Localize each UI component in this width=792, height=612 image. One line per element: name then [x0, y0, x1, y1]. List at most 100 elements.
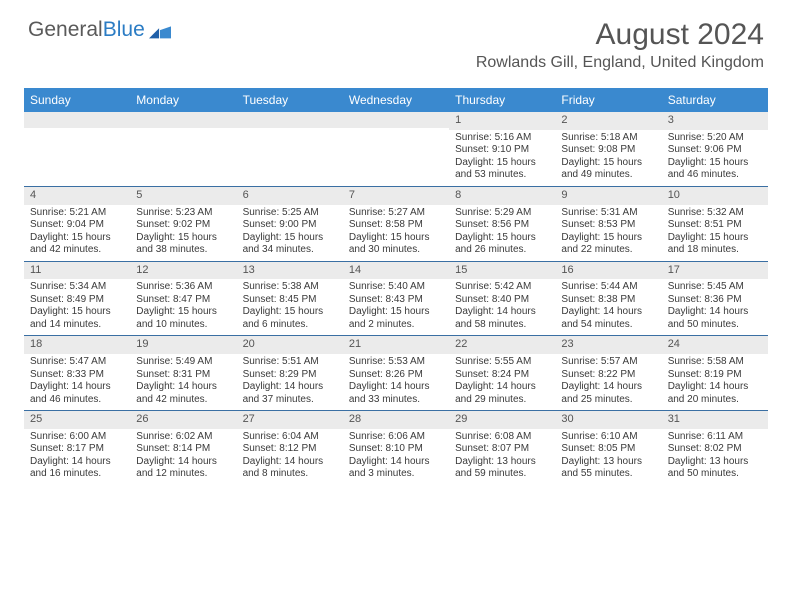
day-ss: Sunset: 8:24 PM [455, 369, 549, 382]
day-ss: Sunset: 8:49 PM [30, 294, 124, 307]
day-number: 1 [449, 112, 555, 130]
day-number: 11 [24, 262, 130, 280]
day-ss: Sunset: 9:02 PM [136, 219, 230, 232]
logo: GeneralBlue [28, 18, 171, 42]
dow-monday: Monday [130, 88, 236, 112]
day-cell: 28Sunrise: 6:06 AMSunset: 8:10 PMDayligh… [343, 411, 449, 485]
day-sr: Sunrise: 5:58 AM [668, 356, 762, 369]
day-body [130, 128, 236, 134]
day-dl1: Daylight: 15 hours [561, 232, 655, 245]
day-sr: Sunrise: 5:42 AM [455, 281, 549, 294]
title-block: August 2024 Rowlands Gill, England, Unit… [476, 18, 764, 72]
day-body: Sunrise: 5:18 AMSunset: 9:08 PMDaylight:… [555, 130, 661, 186]
day-number: 23 [555, 336, 661, 354]
day-sr: Sunrise: 6:10 AM [561, 431, 655, 444]
day-dl2: and 2 minutes. [349, 319, 443, 332]
day-sr: Sunrise: 6:11 AM [668, 431, 762, 444]
logo-word1: General [28, 18, 103, 41]
day-body: Sunrise: 5:27 AMSunset: 8:58 PMDaylight:… [343, 205, 449, 261]
day-cell: 19Sunrise: 5:49 AMSunset: 8:31 PMDayligh… [130, 336, 236, 410]
day-dl2: and 3 minutes. [349, 468, 443, 481]
day-body: Sunrise: 6:08 AMSunset: 8:07 PMDaylight:… [449, 429, 555, 485]
day-dl2: and 49 minutes. [561, 169, 655, 182]
day-cell: 29Sunrise: 6:08 AMSunset: 8:07 PMDayligh… [449, 411, 555, 485]
day-dl1: Daylight: 15 hours [668, 232, 762, 245]
day-cell: 11Sunrise: 5:34 AMSunset: 8:49 PMDayligh… [24, 262, 130, 336]
week-row: 25Sunrise: 6:00 AMSunset: 8:17 PMDayligh… [24, 411, 768, 485]
day-ss: Sunset: 9:10 PM [455, 144, 549, 157]
day-body: Sunrise: 5:51 AMSunset: 8:29 PMDaylight:… [237, 354, 343, 410]
day-dl1: Daylight: 14 hours [243, 456, 337, 469]
day-cell: 13Sunrise: 5:38 AMSunset: 8:45 PMDayligh… [237, 262, 343, 336]
day-dl1: Daylight: 13 hours [455, 456, 549, 469]
day-sr: Sunrise: 5:36 AM [136, 281, 230, 294]
day-number: 18 [24, 336, 130, 354]
day-body: Sunrise: 5:16 AMSunset: 9:10 PMDaylight:… [449, 130, 555, 186]
day-ss: Sunset: 8:36 PM [668, 294, 762, 307]
day-ss: Sunset: 8:53 PM [561, 219, 655, 232]
day-ss: Sunset: 8:14 PM [136, 443, 230, 456]
day-sr: Sunrise: 5:44 AM [561, 281, 655, 294]
day-dl1: Daylight: 15 hours [349, 306, 443, 319]
day-number: 4 [24, 187, 130, 205]
day-number: 6 [237, 187, 343, 205]
dow-header-row: Sunday Monday Tuesday Wednesday Thursday… [24, 88, 768, 112]
week-row: 18Sunrise: 5:47 AMSunset: 8:33 PMDayligh… [24, 336, 768, 411]
logo-mark-icon [149, 23, 171, 39]
day-dl2: and 42 minutes. [30, 244, 124, 257]
day-dl2: and 10 minutes. [136, 319, 230, 332]
day-dl1: Daylight: 14 hours [455, 381, 549, 394]
week-row: 11Sunrise: 5:34 AMSunset: 8:49 PM Dayligh… [24, 262, 768, 337]
day-dl2: and 25 minutes. [561, 394, 655, 407]
day-body: Sunrise: 5:45 AMSunset: 8:36 PMDaylight:… [662, 279, 768, 335]
day-ss: Sunset: 8:33 PM [30, 369, 124, 382]
day-number [24, 112, 130, 128]
day-dl2: and 46 minutes. [668, 169, 762, 182]
day-number: 14 [343, 262, 449, 280]
day-cell: 1Sunrise: 5:16 AMSunset: 9:10 PMDaylight… [449, 112, 555, 186]
day-dl1: Daylight: 15 hours [136, 306, 230, 319]
day-sr: Sunrise: 5:27 AM [349, 207, 443, 220]
month-title: August 2024 [476, 18, 764, 52]
day-dl2: and 34 minutes. [243, 244, 337, 257]
day-ss: Sunset: 8:31 PM [136, 369, 230, 382]
day-number: 20 [237, 336, 343, 354]
day-dl1: Daylight: 14 hours [561, 306, 655, 319]
day-cell: 8Sunrise: 5:29 AMSunset: 8:56 PMDaylight… [449, 187, 555, 261]
day-number: 15 [449, 262, 555, 280]
day-sr: Sunrise: 5:51 AM [243, 356, 337, 369]
day-number: 7 [343, 187, 449, 205]
day-dl2: and 42 minutes. [136, 394, 230, 407]
day-sr: Sunrise: 5:16 AM [455, 132, 549, 145]
day-body: Sunrise: 5:21 AMSunset: 9:04 PMDaylight:… [24, 205, 130, 261]
day-sr: Sunrise: 5:31 AM [561, 207, 655, 220]
day-dl2: and 33 minutes. [349, 394, 443, 407]
day-sr: Sunrise: 5:45 AM [668, 281, 762, 294]
day-dl1: Daylight: 15 hours [243, 232, 337, 245]
day-cell: 3Sunrise: 5:20 AMSunset: 9:06 PMDaylight… [662, 112, 768, 186]
day-sr: Sunrise: 5:40 AM [349, 281, 443, 294]
day-dl2: and 12 minutes. [136, 468, 230, 481]
day-sr: Sunrise: 5:21 AM [30, 207, 124, 220]
day-sr: Sunrise: 5:34 AM [30, 281, 124, 294]
day-sr: Sunrise: 5:49 AM [136, 356, 230, 369]
logo-word2: Blue [103, 18, 145, 41]
day-body: Sunrise: 6:00 AMSunset: 8:17 PMDaylight:… [24, 429, 130, 485]
day-dl2: and 55 minutes. [561, 468, 655, 481]
day-dl2: and 54 minutes. [561, 319, 655, 332]
day-number [343, 112, 449, 128]
day-dl1: Daylight: 14 hours [455, 306, 549, 319]
day-cell: 18 Sunrise: 5:47 AMSunset: 8:33 PMDayligh… [24, 336, 130, 410]
day-dl2: and 6 minutes. [243, 319, 337, 332]
day-body: Sunrise: 5:55 AMSunset: 8:24 PMDaylight:… [449, 354, 555, 410]
day-ss: Sunset: 8:10 PM [349, 443, 443, 456]
day-body: Sunrise: 6:04 AMSunset: 8:12 PMDaylight:… [237, 429, 343, 485]
day-body: Sunrise: 5:57 AMSunset: 8:22 PMDaylight:… [555, 354, 661, 410]
day-ss: Sunset: 8:02 PM [668, 443, 762, 456]
day-dl1: Daylight: 14 hours [30, 381, 124, 394]
day-body [343, 128, 449, 134]
day-sr: Sunrise: 5:47 AM [30, 356, 124, 369]
day-ss: Sunset: 9:04 PM [30, 219, 124, 232]
day-number: 31 [662, 411, 768, 429]
calendar-grid: Sunday Monday Tuesday Wednesday Thursday… [24, 88, 768, 485]
